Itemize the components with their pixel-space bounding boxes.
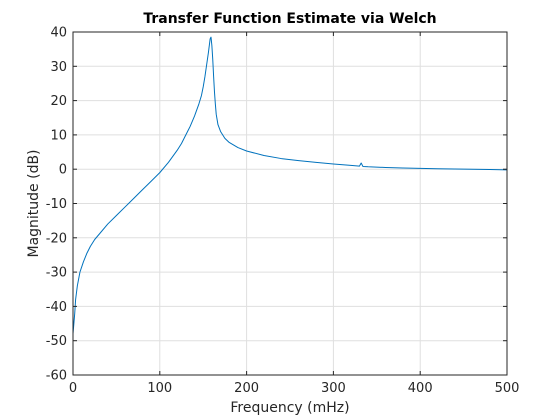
y-tick-label: -10	[46, 197, 67, 212]
y-tick-label: -20	[46, 231, 67, 246]
chart-title: Transfer Function Estimate via Welch	[143, 11, 436, 27]
y-tick-label: 20	[50, 94, 67, 109]
y-tick-label: 0	[59, 163, 67, 178]
y-tick-label: 40	[50, 26, 67, 41]
series-line	[72, 36, 508, 334]
x-tick-label: 0	[69, 381, 77, 396]
x-tick-label: 400	[408, 381, 433, 396]
x-tick-label: 500	[495, 381, 520, 396]
y-tick-label: -50	[46, 334, 67, 349]
x-tick-label: 300	[321, 381, 346, 396]
ticks: 0 100 200 300 400 500 -60 -50 -40 -30 -20 -10 0 10 20 3…	[46, 26, 520, 397]
x-tick-label: 200	[234, 381, 259, 396]
series-layer	[72, 36, 508, 334]
grid	[72, 31, 508, 376]
x-tick-label: 100	[147, 381, 172, 396]
y-tick-label: 10	[50, 128, 67, 143]
y-axis-label: Magnitude (dB)	[26, 149, 42, 257]
y-tick-label: -40	[46, 300, 67, 315]
y-tick-label: -30	[46, 266, 67, 281]
y-tick-label: -60	[46, 369, 67, 384]
y-tick-label: 30	[50, 60, 67, 75]
x-axis-label: Frequency (mHz)	[230, 400, 349, 416]
